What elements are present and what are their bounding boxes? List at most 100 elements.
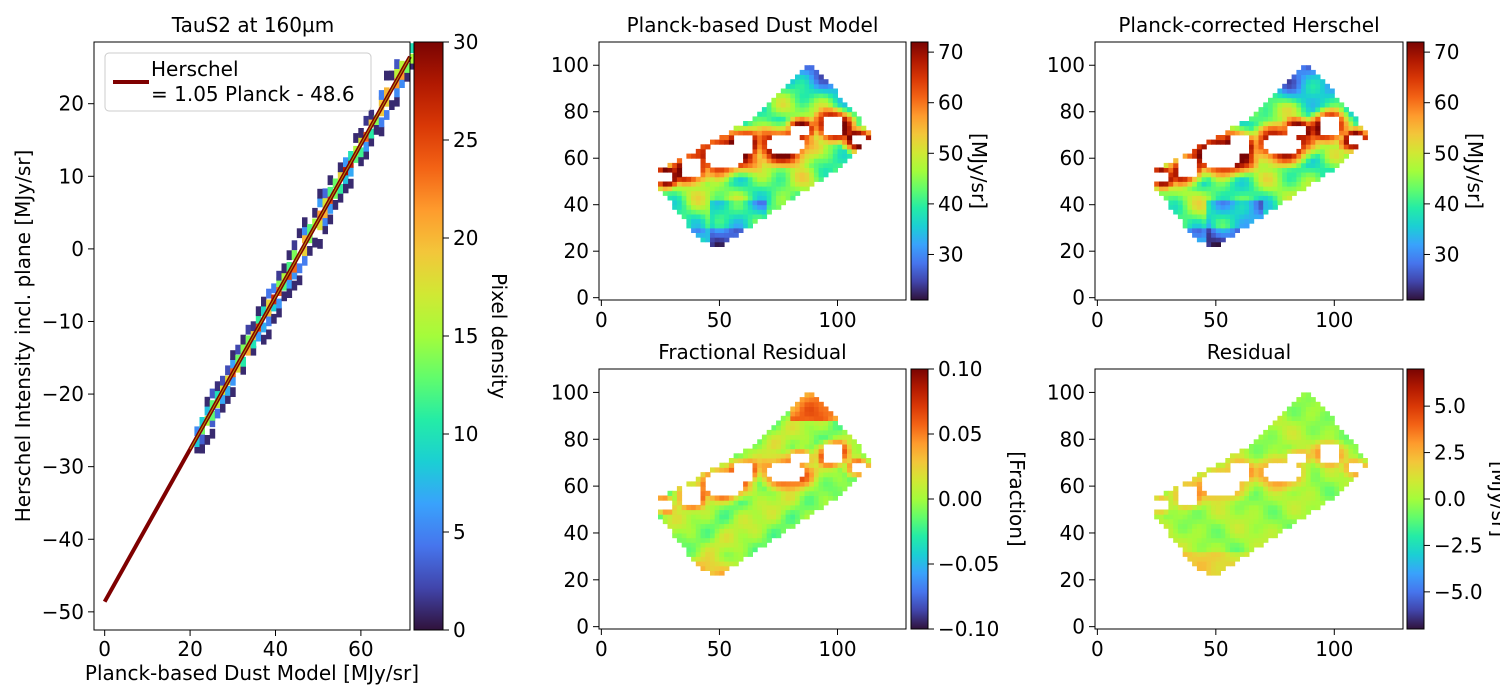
- map-pixel: [757, 448, 763, 454]
- map-pixel: [1215, 218, 1221, 224]
- map-pixel: [1244, 214, 1250, 220]
- map-pixel: [1163, 181, 1169, 187]
- map-pixel: [1234, 209, 1240, 215]
- map-pixel: [799, 83, 805, 89]
- map-pixel: [790, 93, 796, 99]
- map-pixel: [672, 500, 678, 506]
- map-pixel: [1268, 116, 1274, 122]
- map-pixel: [1249, 500, 1255, 506]
- map-pixel: [785, 158, 791, 164]
- map-pixel: [1286, 83, 1293, 89]
- map-pixel: [1343, 116, 1349, 122]
- map-pixel: [1234, 186, 1240, 192]
- map-pixel: [837, 97, 843, 103]
- map-pixel: [1249, 533, 1255, 539]
- y-tick-label: 20: [59, 92, 84, 116]
- map-pixel: [658, 181, 664, 187]
- map-pixel: [1192, 481, 1198, 487]
- map-pixel: [1211, 237, 1217, 243]
- map-pixel: [1272, 116, 1278, 122]
- map-pixel: [1239, 533, 1245, 539]
- map-pixel: [813, 107, 820, 113]
- map-pixel: [771, 458, 777, 464]
- density-cell: [317, 220, 323, 231]
- map-pixel: [676, 195, 683, 201]
- map-pixel: [1353, 121, 1359, 127]
- map-pixel: [1353, 453, 1359, 459]
- map-pixel: [766, 439, 772, 445]
- map-pixel: [757, 158, 763, 164]
- map-pixel: [705, 500, 711, 506]
- map-pixel: [1211, 186, 1217, 192]
- map-pixel: [847, 144, 853, 150]
- map-pixel: [818, 167, 824, 173]
- map-pixel: [1291, 514, 1297, 520]
- map-pixel: [710, 181, 716, 187]
- map-pixel: [1305, 425, 1312, 431]
- map-pixel: [1277, 181, 1283, 187]
- map-pixel: [752, 514, 758, 520]
- map-pixel: [1348, 130, 1354, 136]
- map-pixel: [828, 162, 834, 168]
- map-pixel: [761, 144, 768, 150]
- map-pixel: [705, 204, 711, 210]
- map-pixel: [771, 158, 777, 164]
- map-pixel: [1258, 439, 1264, 445]
- map-pixel: [1263, 181, 1269, 187]
- map-pixel: [1187, 204, 1193, 210]
- density-cell: [373, 125, 380, 135]
- map-pixel: [832, 135, 838, 141]
- map-pixel: [804, 392, 810, 398]
- map-pixel: [804, 186, 810, 192]
- map-pixel: [813, 135, 820, 141]
- map-pixel: [1305, 500, 1312, 506]
- map-pixel: [752, 172, 758, 178]
- map-pixel: [1196, 514, 1203, 520]
- map-pixel: [1187, 556, 1193, 562]
- map-pixel: [823, 425, 829, 431]
- map-pixel: [1282, 434, 1288, 440]
- map-pixel: [1268, 523, 1274, 529]
- map-pixel: [705, 533, 711, 539]
- map-pixel: [710, 565, 716, 571]
- map-pixel: [1201, 204, 1207, 210]
- map-pixel: [719, 135, 725, 141]
- map-pixel: [1305, 490, 1312, 496]
- map-pixel: [686, 181, 692, 187]
- map-pixel: [842, 148, 848, 154]
- map-pixel: [1253, 514, 1259, 520]
- map-pixel: [705, 227, 711, 233]
- map-pixel: [771, 509, 777, 515]
- map-pixel: [1263, 476, 1269, 482]
- map-pixel: [1187, 523, 1193, 529]
- map-pixel: [691, 218, 697, 224]
- map-pixel: [804, 116, 810, 122]
- map-pixel: [1234, 195, 1240, 201]
- map-pixel: [1192, 518, 1198, 525]
- map-pixel: [818, 486, 824, 492]
- map-pixel: [771, 167, 777, 173]
- map-pixel: [705, 495, 711, 501]
- map-pixel: [1230, 223, 1236, 229]
- map-pixel: [809, 504, 815, 511]
- map-pixel: [757, 167, 763, 173]
- map-pixel: [1315, 162, 1321, 168]
- map-pixel: [795, 429, 801, 436]
- map-pixel: [799, 111, 805, 117]
- map-pixel: [1234, 181, 1240, 187]
- map-pixel: [1343, 481, 1349, 487]
- map-pixel: [804, 83, 810, 89]
- map-pixel: [1291, 486, 1297, 492]
- map-pixel: [1206, 528, 1212, 534]
- map-pixel: [1159, 495, 1165, 501]
- map-pixel: [1206, 214, 1212, 220]
- map-pixel: [1263, 158, 1269, 164]
- map-pixel: [752, 518, 758, 525]
- y-tick-label: 80: [1060, 427, 1085, 451]
- map-pixel: [818, 107, 824, 113]
- map-pixel: [700, 195, 706, 201]
- map-pixel: [695, 551, 701, 557]
- map-pixel: [676, 162, 683, 168]
- map-pixel: [804, 139, 810, 145]
